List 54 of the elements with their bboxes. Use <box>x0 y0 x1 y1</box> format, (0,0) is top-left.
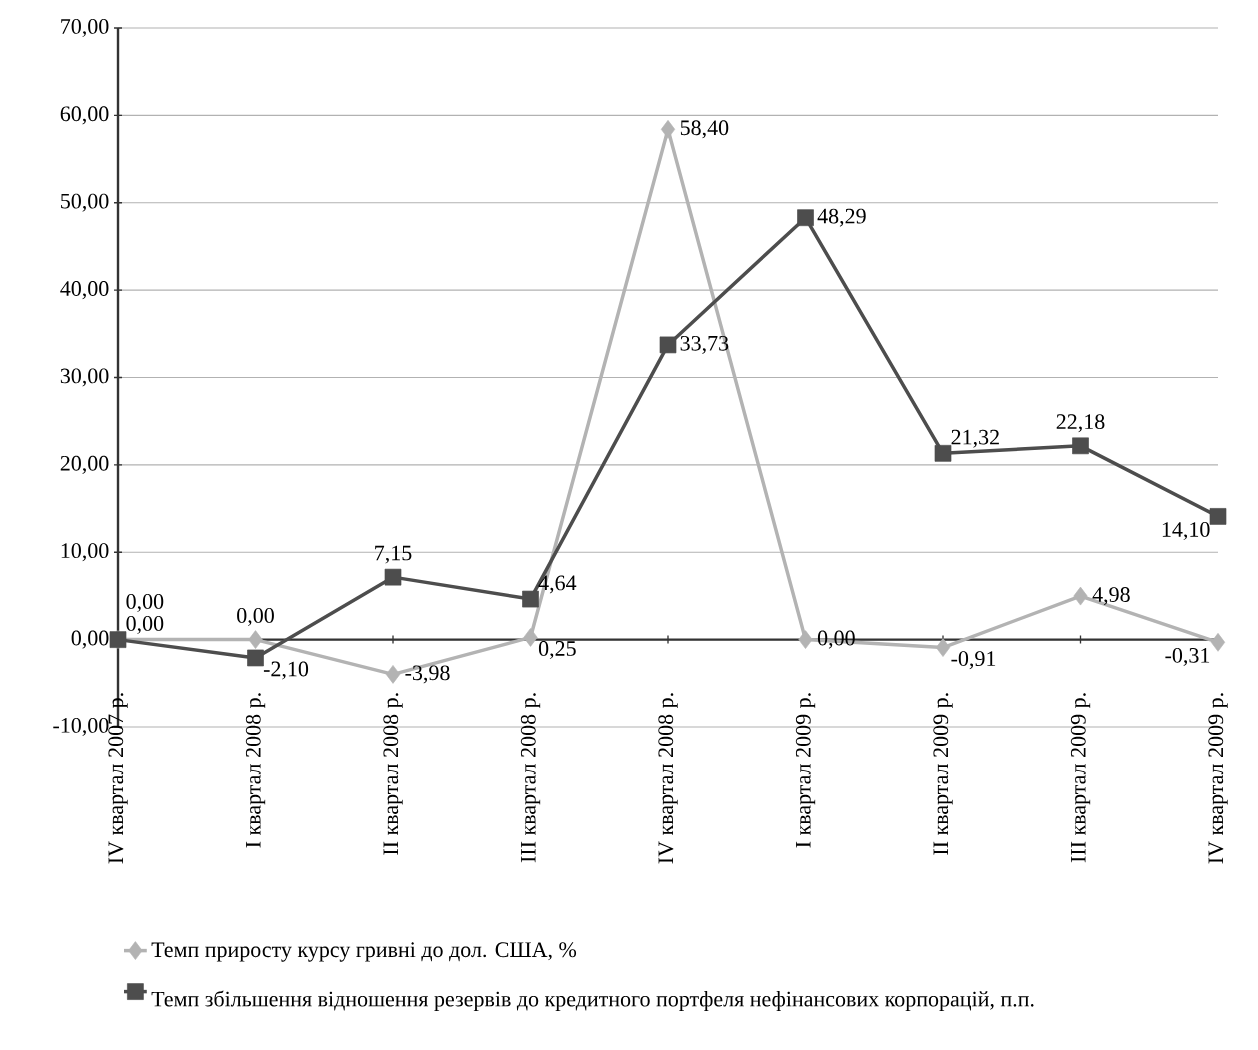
point <box>1072 437 1089 455</box>
point <box>248 630 263 649</box>
y-tick-label: 30,00 <box>60 368 109 387</box>
point <box>1210 632 1226 652</box>
data-label: 4,98 <box>1092 587 1130 606</box>
point <box>934 445 952 462</box>
y-tick-label: 0,00 <box>71 630 109 649</box>
data-label: 14,10 <box>1162 522 1210 541</box>
x-tick-label: II квартал 2009 р. <box>933 693 953 855</box>
point <box>247 649 264 667</box>
y-tick-label: 40,00 <box>60 281 109 300</box>
data-label: -0,91 <box>951 651 996 670</box>
data-label: 0,00 <box>237 607 274 627</box>
point <box>522 590 539 608</box>
data-label: -2,10 <box>263 661 309 680</box>
data-label: 7,15 <box>375 545 412 564</box>
data-label: 0,00 <box>126 593 164 613</box>
point <box>659 336 677 354</box>
y-tick-label: 20,00 <box>60 455 109 474</box>
x-tick-label: III квартал 2008 р. <box>520 693 541 863</box>
data-label: -3,98 <box>405 665 450 684</box>
x-tick-label: II квартал 2008 р. <box>383 693 403 855</box>
point <box>935 638 951 657</box>
point <box>798 630 813 649</box>
point <box>1073 586 1088 606</box>
y-tick-label: 60,00 <box>60 106 109 125</box>
data-label: -0,31 <box>1165 647 1210 666</box>
point <box>797 209 814 227</box>
data-label: 0,00 <box>817 630 855 649</box>
point <box>523 628 538 647</box>
x-tick-label: IV квартал 2008 р. <box>658 693 678 864</box>
data-label: 48,29 <box>817 208 866 227</box>
data-label: 21,32 <box>951 429 999 448</box>
data-label: 58,40 <box>680 120 729 139</box>
data-label: 4,64 <box>538 575 577 594</box>
x-tick-label: I квартал 2008 р. <box>245 693 266 848</box>
y-tick-label: 10,00 <box>61 543 109 562</box>
y-tick-label: 50,00 <box>61 193 109 212</box>
point <box>385 665 401 684</box>
point <box>1209 508 1227 525</box>
data-label: 22,18 <box>1056 414 1105 433</box>
data-label: 0,00 <box>126 616 164 635</box>
legend-label: Темп збільшення відношення резервів до кредитного портфеля нефінансових корпорацій, п.п. <box>151 990 1034 1012</box>
y-tick-label: 70,00 <box>61 18 109 38</box>
data-label: 0,25 <box>538 641 576 660</box>
x-tick-label: IV квартал 2009 р. <box>1208 693 1228 864</box>
x-tick-label: IV квартал 2007 р. <box>108 693 128 864</box>
data-label: 33,73 <box>680 335 729 354</box>
legend-label: Темп приросту курсу гривні до дол. США, % <box>151 942 577 962</box>
x-tick-label: III квартал 2009 р. <box>1070 693 1091 863</box>
y-tick-label: -10,00 <box>53 717 109 736</box>
point <box>660 120 676 139</box>
x-tick-label: I квартал 2009 р. <box>795 693 816 848</box>
point <box>384 568 402 586</box>
